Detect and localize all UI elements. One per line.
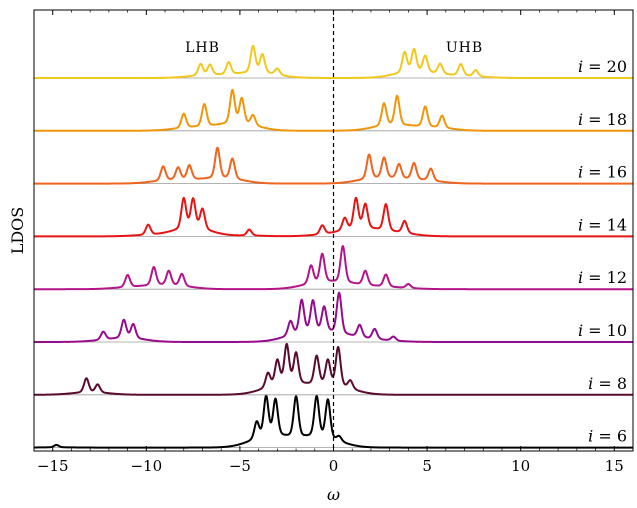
series-label-i-18: i = 18 [578, 110, 627, 129]
series-layer [33, 44, 634, 449]
series-line-i-20 [33, 44, 634, 79]
series-line-i-6 [33, 394, 634, 449]
series-label-i-14: i = 14 [578, 215, 627, 234]
series-label-i-16: i = 16 [578, 163, 627, 182]
x-tick-label-4: 5 [422, 457, 432, 475]
series-line-i-16 [33, 146, 634, 185]
series-label-i-8: i = 8 [588, 374, 627, 393]
x-tick-label-3: 0 [329, 457, 339, 475]
y-axis-label: LDOS [8, 207, 27, 255]
series-line-i-12 [33, 245, 634, 291]
x-axis-label: ω [327, 485, 340, 504]
series-label-i-6: i = 6 [588, 427, 627, 446]
series-label-i-20: i = 20 [578, 57, 627, 76]
x-axis-ticks: −15 −10 −5 0 5 10 15 [33, 10, 634, 475]
labels: i = 6 i = 8 i = 10 i = 12 i = 14 i = 16 i = 18… [185, 40, 627, 446]
series-label-i-10: i = 10 [578, 321, 627, 340]
x-tick-label-0: −15 [37, 457, 69, 475]
series-label-i-12: i = 12 [578, 268, 627, 287]
series-line-i-14 [33, 196, 634, 238]
x-tick-label-6: 15 [605, 457, 624, 475]
x-tick-label-1: −10 [130, 457, 162, 475]
x-tick-label-2: −5 [229, 457, 251, 475]
annotation-lhb: LHB [185, 40, 220, 56]
annotation-uhb: UHB [446, 40, 483, 56]
x-tick-label-5: 10 [511, 457, 530, 475]
